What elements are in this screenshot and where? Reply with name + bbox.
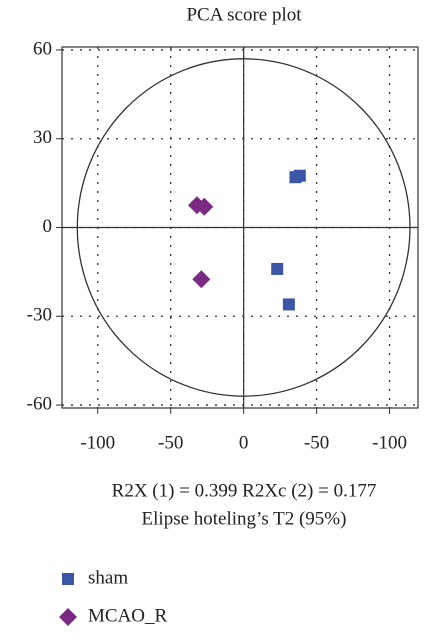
x-tick-label: 0	[239, 432, 249, 453]
confidence-ellipse	[76, 58, 411, 397]
x-tick-label: -50	[158, 432, 183, 453]
annotation: Elipse hoteling’s T2 (95%)	[142, 508, 347, 529]
y-tick-label: -60	[27, 393, 52, 414]
x-tick-label: -100	[80, 432, 115, 453]
legend-marker	[62, 573, 74, 585]
y-tick-label: 30	[33, 127, 52, 148]
point	[271, 262, 284, 275]
point	[192, 270, 211, 289]
point	[195, 197, 214, 216]
legend-label: MCAO_R	[88, 605, 168, 626]
x-tick-label: -100	[372, 432, 407, 453]
point	[282, 298, 295, 311]
y-tick-label: -30	[27, 305, 52, 326]
y-tick-label: 60	[33, 38, 52, 59]
chart-title: PCA score plot	[186, 4, 302, 25]
point	[293, 169, 306, 182]
legend-label: sham	[88, 567, 128, 588]
annotation: R2X (1) = 0.399 R2Xc (2) = 0.177	[112, 480, 377, 501]
y-tick-label: 0	[43, 216, 53, 237]
legend-marker	[59, 608, 77, 626]
x-tick-label: -50	[304, 432, 329, 453]
